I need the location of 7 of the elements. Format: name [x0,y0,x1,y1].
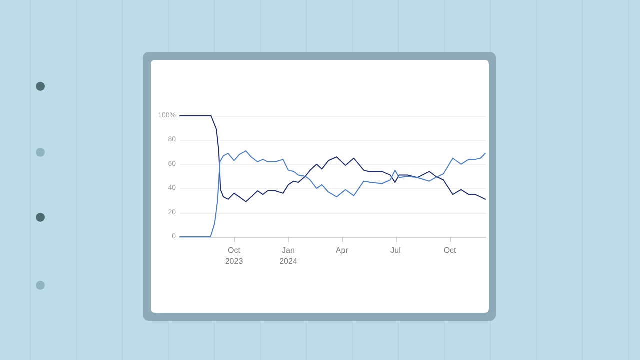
x-tick-label: Oct 2023 [225,246,244,266]
line-series [180,150,486,238]
x-tick-label: Apr [336,246,349,255]
x-tick-label: Jul [390,246,402,255]
line-series [180,116,486,202]
x-tick-label: Jan 2024 [280,246,298,266]
x-tick-label: Oct [444,246,458,255]
